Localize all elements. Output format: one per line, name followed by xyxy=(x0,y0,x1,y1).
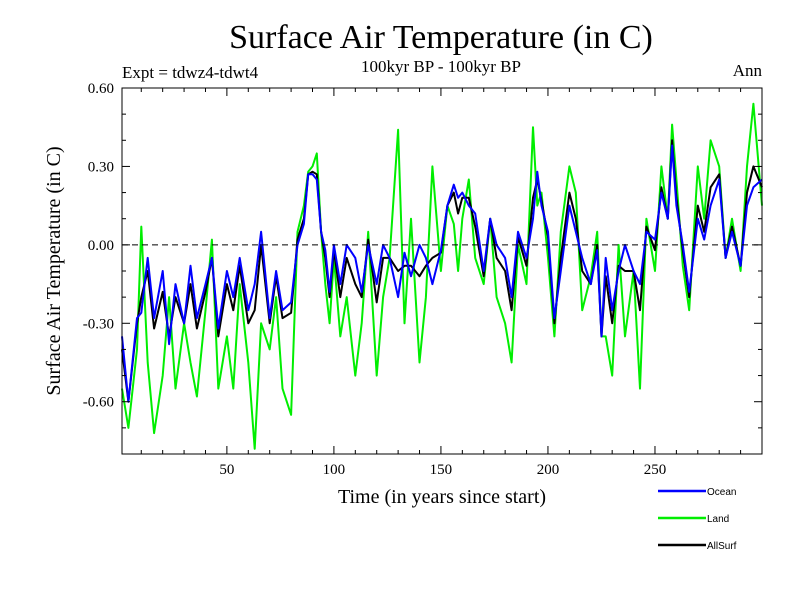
legend: Ocean Land AllSurf xyxy=(658,487,737,552)
y-tick-label: 0.60 xyxy=(88,81,114,97)
plot-frame xyxy=(121,87,763,455)
axis-layer: 50 100 150 200 250 -0.60 -0.30 0.00 0.30 0.60 xyxy=(83,81,762,478)
legend-label-land: Land xyxy=(707,514,729,525)
series-layer xyxy=(121,102,763,450)
x-tick-label: 100 xyxy=(323,462,346,478)
x-tick-label: 150 xyxy=(430,462,453,478)
x-tick-label: 200 xyxy=(537,462,560,478)
legend-label-ocean: Ocean xyxy=(707,487,736,498)
x-axis-label: Time (in years since start) xyxy=(338,486,546,508)
y-tick-label: 0.00 xyxy=(88,238,114,254)
chart-subtitle: 100kyr BP - 100kyr BP xyxy=(361,57,521,76)
legend-label-allsurf: AllSurf xyxy=(707,541,737,552)
x-tick-label: 250 xyxy=(644,462,667,478)
y-axis-label: Surface Air Temperature (in C) xyxy=(43,146,65,395)
season-note: Ann xyxy=(733,61,763,80)
experiment-note: Expt = tdwz4-tdwt4 xyxy=(122,63,259,82)
y-tick-label: -0.30 xyxy=(83,316,114,332)
chart-title: Surface Air Temperature (in C) xyxy=(229,19,653,56)
x-tick-label: 50 xyxy=(219,462,234,478)
y-tick-label: -0.60 xyxy=(83,395,114,411)
y-tick-label: 0.30 xyxy=(88,159,114,175)
series-line-ocean xyxy=(121,144,763,403)
series-line-land xyxy=(121,102,763,450)
